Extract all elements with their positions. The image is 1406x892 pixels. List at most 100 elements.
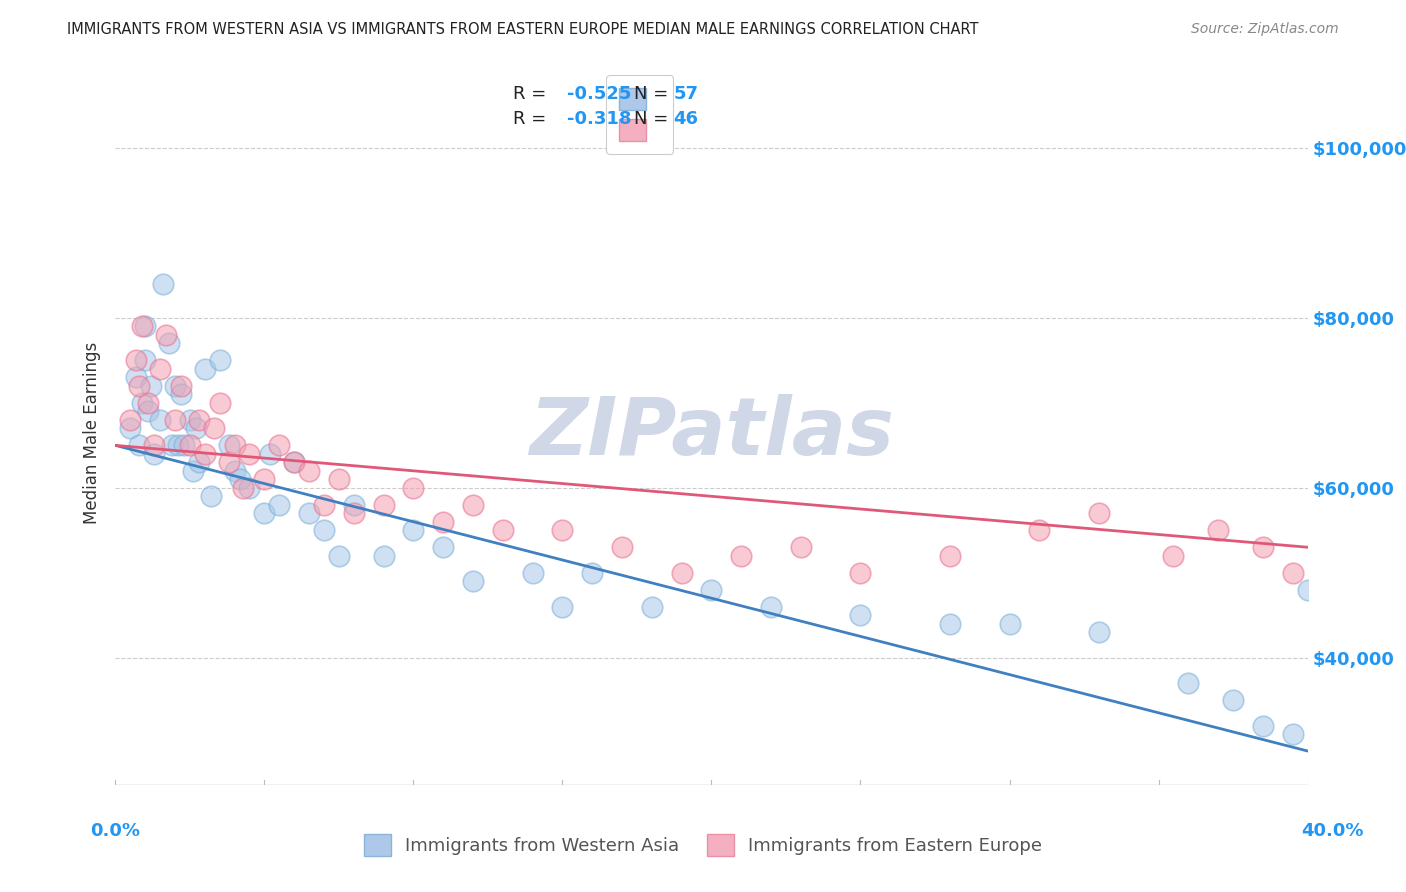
Point	[224, 464, 246, 478]
Point	[939, 549, 962, 563]
Point	[131, 319, 153, 334]
Y-axis label: Median Male Earnings: Median Male Earnings	[83, 342, 101, 524]
Point	[283, 455, 305, 469]
Point	[312, 523, 335, 537]
Point	[238, 481, 260, 495]
Point	[149, 413, 172, 427]
Point	[131, 396, 153, 410]
Point	[143, 447, 166, 461]
Point	[269, 438, 291, 452]
Point	[700, 582, 723, 597]
Point	[179, 413, 201, 427]
Point	[170, 379, 193, 393]
Point	[1341, 744, 1364, 758]
Point	[402, 481, 425, 495]
Point	[1088, 506, 1111, 520]
Point	[184, 421, 207, 435]
Point	[402, 523, 425, 537]
Point	[125, 370, 148, 384]
Point	[163, 413, 186, 427]
Point	[849, 608, 872, 623]
Point	[1341, 532, 1364, 546]
Legend: Immigrants from Western Asia, Immigrants from Eastern Europe: Immigrants from Western Asia, Immigrants…	[357, 827, 1049, 863]
Text: 40.0%: 40.0%	[1302, 822, 1364, 840]
Point	[328, 472, 350, 486]
Point	[194, 447, 217, 461]
Point	[671, 566, 693, 580]
Point	[998, 616, 1021, 631]
Point	[187, 455, 209, 469]
Point	[551, 599, 574, 614]
Point	[128, 379, 150, 393]
Legend: , : ,	[606, 75, 673, 153]
Point	[253, 506, 276, 520]
Point	[581, 566, 603, 580]
Point	[849, 566, 872, 580]
Text: -0.318: -0.318	[567, 110, 631, 128]
Point	[641, 599, 664, 614]
Point	[298, 464, 321, 478]
Point	[492, 523, 515, 537]
Point	[461, 574, 484, 589]
Point	[1281, 566, 1303, 580]
Point	[238, 447, 260, 461]
Point	[202, 421, 225, 435]
Point	[432, 515, 454, 529]
Point	[157, 336, 180, 351]
Point	[179, 438, 201, 452]
Text: Source: ZipAtlas.com: Source: ZipAtlas.com	[1191, 22, 1339, 37]
Point	[269, 498, 291, 512]
Point	[343, 506, 366, 520]
Point	[125, 353, 148, 368]
Point	[152, 277, 174, 291]
Point	[461, 498, 484, 512]
Text: IMMIGRANTS FROM WESTERN ASIA VS IMMIGRANTS FROM EASTERN EUROPE MEDIAN MALE EARNI: IMMIGRANTS FROM WESTERN ASIA VS IMMIGRAN…	[67, 22, 979, 37]
Point	[200, 489, 222, 503]
Point	[139, 379, 162, 393]
Text: N =: N =	[634, 110, 673, 128]
Point	[1312, 549, 1334, 563]
Point	[1177, 676, 1199, 690]
Point	[1281, 727, 1303, 741]
Point	[1163, 549, 1185, 563]
Point	[253, 472, 276, 486]
Point	[120, 421, 142, 435]
Point	[1296, 582, 1319, 597]
Point	[283, 455, 305, 469]
Point	[136, 396, 159, 410]
Text: 46: 46	[673, 110, 699, 128]
Point	[373, 549, 395, 563]
Point	[120, 413, 142, 427]
Point	[1206, 523, 1229, 537]
Point	[173, 438, 195, 452]
Text: 0.0%: 0.0%	[90, 822, 141, 840]
Point	[218, 438, 240, 452]
Point	[181, 464, 204, 478]
Point	[170, 387, 193, 401]
Point	[149, 362, 172, 376]
Point	[208, 353, 231, 368]
Point	[1088, 625, 1111, 640]
Point	[163, 379, 186, 393]
Point	[312, 498, 335, 512]
Text: -0.525: -0.525	[567, 85, 631, 103]
Point	[551, 523, 574, 537]
Point	[143, 438, 166, 452]
Point	[373, 498, 395, 512]
Point	[259, 447, 281, 461]
Point	[160, 438, 183, 452]
Text: R =: R =	[513, 85, 553, 103]
Point	[208, 396, 231, 410]
Point	[1251, 718, 1274, 732]
Point	[432, 540, 454, 554]
Point	[730, 549, 752, 563]
Point	[194, 362, 217, 376]
Point	[343, 498, 366, 512]
Point	[155, 328, 177, 343]
Point	[232, 481, 254, 495]
Point	[218, 455, 240, 469]
Point	[229, 472, 252, 486]
Point	[128, 438, 150, 452]
Point	[790, 540, 813, 554]
Point	[167, 438, 190, 452]
